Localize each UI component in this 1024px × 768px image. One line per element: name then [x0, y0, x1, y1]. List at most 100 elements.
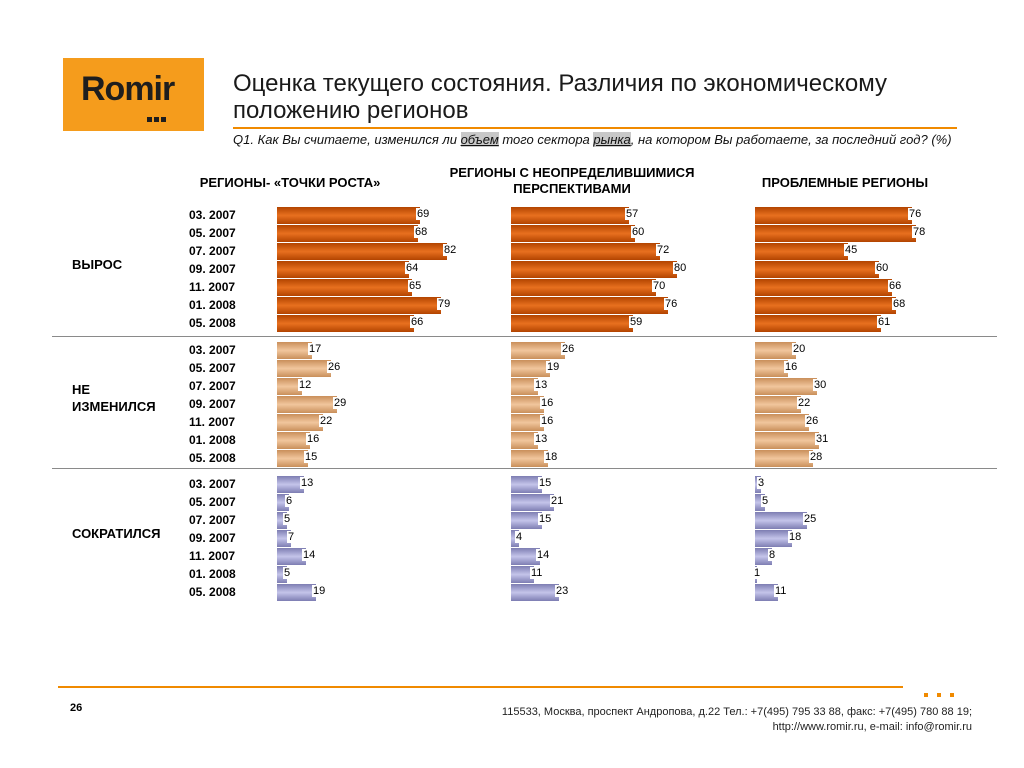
bar	[277, 315, 414, 332]
period-label: 07. 2007	[189, 513, 236, 527]
period-label: 03. 2007	[189, 208, 236, 222]
bar-value-label: 76	[908, 208, 923, 220]
bar-value-label: 26	[561, 343, 576, 355]
column-header-growth: РЕГИОНЫ- «ТОЧКИ РОСТА»	[199, 175, 381, 190]
question-mid: того сектора	[498, 132, 594, 147]
romir-logo: Romir	[63, 58, 204, 131]
period-label: 05. 2008	[189, 316, 236, 330]
bar-value-label: 16	[784, 361, 799, 373]
bar	[511, 548, 540, 565]
bar	[511, 450, 548, 467]
question-highlight-volume: объем	[460, 132, 499, 147]
bar-value-label: 4	[515, 531, 524, 543]
column-header-problem: ПРОБЛЕМНЫЕ РЕГИОНЫ	[761, 175, 929, 190]
bar-value-label: 60	[631, 226, 646, 238]
bar	[755, 512, 807, 529]
bar-value-label: 21	[550, 495, 565, 507]
bar-value-label: 14	[536, 549, 551, 561]
bar-value-label: 11	[530, 567, 544, 579]
footer-rule	[58, 686, 903, 688]
bar	[511, 315, 633, 332]
bar	[755, 243, 848, 260]
bar-value-label: 16	[306, 433, 321, 445]
period-label: 09. 2007	[189, 397, 236, 411]
period-label: 05. 2007	[189, 226, 236, 240]
period-label: 01. 2008	[189, 433, 236, 447]
period-label: 03. 2007	[189, 477, 236, 491]
bar-value-label: 79	[437, 298, 452, 310]
bar-value-label: 11	[774, 585, 788, 597]
bar-value-label: 60	[875, 262, 890, 274]
bar-value-label: 15	[538, 513, 553, 525]
bar	[277, 243, 447, 260]
period-label: 09. 2007	[189, 262, 236, 276]
bar-value-label: 78	[912, 226, 927, 238]
bar-value-label: 22	[797, 397, 812, 409]
period-label: 05. 2008	[189, 451, 236, 465]
bar	[277, 279, 412, 296]
bar-value-label: 72	[656, 244, 671, 256]
footer-contacts: 115533, Москва, проспект Андропова, д.22…	[502, 705, 972, 735]
bar-value-label: 31	[815, 433, 830, 445]
bar-value-label: 17	[308, 343, 323, 355]
bar-value-label: 25	[803, 513, 818, 525]
bar	[277, 261, 409, 278]
bar	[755, 225, 916, 242]
group-divider	[52, 468, 997, 469]
bar	[511, 432, 538, 449]
question-highlight-market: рынка	[593, 132, 631, 147]
bar	[277, 584, 316, 601]
bar	[511, 243, 660, 260]
bar-value-label: 6	[285, 495, 294, 507]
bar	[511, 261, 677, 278]
bar	[277, 450, 308, 467]
bar	[511, 512, 542, 529]
bar	[511, 476, 542, 493]
bar-value-label: 66	[410, 316, 425, 328]
column-header-undetermined: РЕГИОНЫ С НЕОПРЕДЕЛИВШИМИСЯ ПЕРСПЕКТИВАМ…	[449, 165, 695, 196]
bar-value-label: 18	[544, 451, 559, 463]
bar-value-label: 66	[888, 280, 903, 292]
period-label: 01. 2008	[189, 567, 236, 581]
title-rule	[233, 127, 957, 129]
bar	[755, 584, 778, 601]
bar	[277, 297, 441, 314]
bar-value-label: 5	[761, 495, 770, 507]
bar-value-label: 26	[805, 415, 820, 427]
period-label: 01. 2008	[189, 298, 236, 312]
bar	[511, 566, 534, 583]
period-label: 11. 2007	[189, 280, 236, 294]
bar-value-label: 12	[298, 379, 313, 391]
bar-value-label: 13	[534, 379, 549, 391]
bar	[511, 207, 629, 224]
bar-value-label: 18	[788, 531, 803, 543]
category-label-unchanged: НЕ ИЗМЕНИЛСЯ	[72, 382, 156, 414]
bar	[511, 279, 656, 296]
bar	[277, 566, 287, 583]
bar-value-label: 16	[540, 397, 555, 409]
bar-value-label: 69	[416, 208, 431, 220]
bar-value-label: 45	[844, 244, 859, 256]
bar	[277, 512, 287, 529]
bar-value-label: 70	[652, 280, 667, 292]
bar	[511, 494, 554, 511]
bar	[755, 342, 796, 359]
bar	[755, 396, 801, 413]
bar-value-label: 19	[312, 585, 327, 597]
bar	[511, 414, 544, 431]
period-label: 07. 2007	[189, 244, 236, 258]
bar	[511, 360, 550, 377]
bar-value-label: 8	[768, 549, 777, 561]
bar-value-label: 76	[664, 298, 679, 310]
bar-value-label: 57	[625, 208, 640, 220]
bar	[277, 360, 331, 377]
bar	[755, 414, 809, 431]
bar	[755, 279, 892, 296]
bar	[277, 476, 304, 493]
bar	[277, 225, 418, 242]
bar-value-label: 3	[757, 477, 766, 489]
bar	[511, 396, 544, 413]
bar	[755, 378, 817, 395]
period-label: 09. 2007	[189, 531, 236, 545]
bar-value-label: 61	[877, 316, 892, 328]
